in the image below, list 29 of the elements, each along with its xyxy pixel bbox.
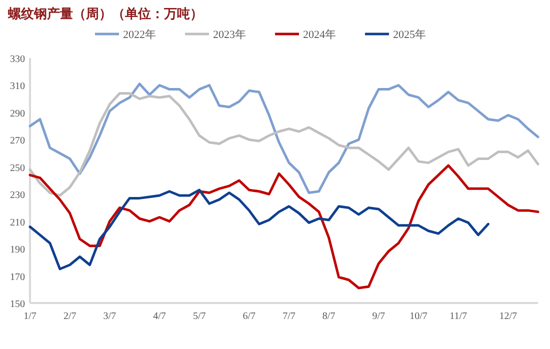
y-tick-label: 190 bbox=[10, 244, 25, 256]
line-series bbox=[28, 188, 490, 270]
y-tick-label: 230 bbox=[10, 190, 25, 202]
line-series bbox=[28, 164, 540, 290]
legend-label: 2022年 bbox=[123, 29, 156, 41]
chart-title: 螺纹钢产量（周）（单位：万吨） bbox=[7, 6, 203, 21]
y-tick-label: 150 bbox=[10, 299, 25, 310]
x-tick-label: 7/7 bbox=[282, 311, 296, 322]
x-tick-label: 2/7 bbox=[63, 311, 76, 322]
x-tick-label: 8/7 bbox=[322, 311, 336, 322]
x-tick-label: 1/7 bbox=[24, 311, 36, 322]
y-tick-label: 170 bbox=[10, 272, 25, 283]
x-tick-label: 10/7 bbox=[410, 311, 428, 322]
legend-label: 2025年 bbox=[393, 29, 426, 41]
y-tick-label: 330 bbox=[10, 54, 25, 65]
y-tick-label: 290 bbox=[10, 108, 25, 120]
x-tick-label: 11/7 bbox=[450, 311, 468, 322]
x-tick-label: 3/7 bbox=[103, 311, 116, 322]
legend-label: 2023年 bbox=[213, 29, 246, 41]
legend-label: 2024年 bbox=[303, 29, 336, 41]
x-tick-label: 9/7 bbox=[372, 311, 386, 322]
x-tick-label: 4/7 bbox=[153, 311, 166, 322]
y-tick-label: 310 bbox=[10, 81, 25, 92]
x-tick-label: 12/7 bbox=[499, 311, 518, 322]
x-tick-label: 6/7 bbox=[242, 311, 256, 322]
x-tick-label: 5/7 bbox=[192, 311, 206, 322]
y-tick-label: 250 bbox=[10, 162, 25, 174]
y-tick-label: 210 bbox=[10, 217, 25, 228]
y-tick-label: 270 bbox=[10, 136, 25, 147]
